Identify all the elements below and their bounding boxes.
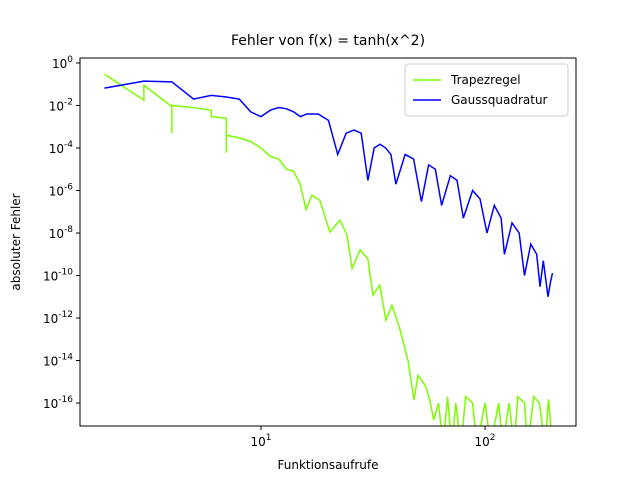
series-line	[104, 80, 554, 297]
x-tick-label: 101	[251, 433, 272, 449]
y-tick-label: 10-14	[43, 353, 73, 369]
y-tick-label: 10-2	[49, 98, 73, 114]
legend-label: Trapezregel	[450, 73, 521, 87]
y-tick-label: 10-4	[49, 140, 74, 156]
axes-frame	[79, 57, 577, 427]
plot-lines	[104, 73, 554, 426]
legend-box	[404, 63, 569, 117]
y-axis-label: absoluter Fehler	[9, 193, 23, 290]
legend-label: Gaussquadratur	[451, 93, 548, 107]
y-tick-label: 10-12	[43, 310, 73, 326]
series-line	[104, 73, 552, 426]
x-tick-label: 102	[475, 433, 496, 449]
y-tick-label: 100	[52, 55, 73, 71]
y-tick-label: 10-6	[49, 183, 74, 199]
chart-title: Fehler von f(x) = tanh(x^2)	[231, 33, 425, 49]
x-axis-label: Funktionsaufrufe	[278, 458, 379, 472]
y-tick-label: 10-8	[49, 225, 74, 241]
y-tick-label: 10-10	[43, 268, 73, 284]
y-tick-label: 10-16	[43, 395, 73, 411]
